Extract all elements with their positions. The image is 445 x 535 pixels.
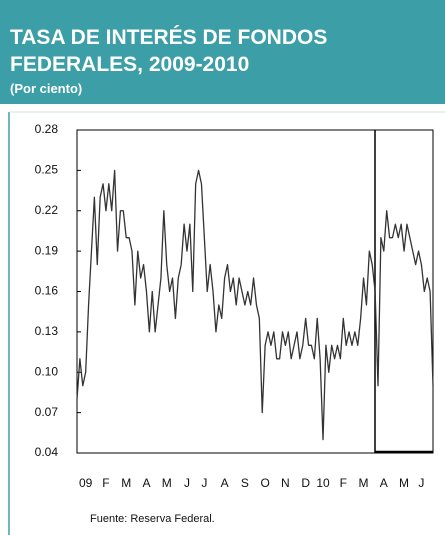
source-note: Fuente: Reserva Federal.	[90, 513, 215, 525]
y-tick-label: 0.16	[35, 284, 59, 298]
header: TASA DE INTERÉS DE FONDOS FEDERALES, 200…	[0, 0, 445, 104]
chart-title: TASA DE INTERÉS DE FONDOS FEDERALES, 200…	[10, 26, 328, 76]
x-tick-label: D	[301, 476, 310, 490]
chart-subtitle: (Por ciento)	[10, 81, 83, 96]
x-tick-label: N	[281, 476, 290, 490]
x-tick-label: S	[241, 476, 249, 490]
x-tick-label: A	[380, 476, 388, 490]
y-tick-label: 0.10	[35, 364, 59, 378]
y-tick-label: 0.04	[35, 445, 59, 459]
y-tick-label: 0.28	[35, 122, 59, 136]
x-tick-label: 10	[316, 476, 330, 490]
x-tick-label: F	[102, 476, 109, 490]
x-tick-label: O	[260, 476, 269, 490]
x-tick-label: 09	[79, 476, 93, 490]
x-tick-label: F	[340, 476, 347, 490]
x-tick-label: J	[418, 476, 424, 490]
y-tick-label: 0.19	[35, 243, 59, 257]
x-tick-label: M	[121, 476, 131, 490]
x-tick-label: J	[201, 476, 207, 490]
x-tick-label: M	[359, 476, 369, 490]
y-tick-label: 0.07	[35, 405, 59, 419]
x-tick-label: M	[162, 476, 172, 490]
x-tick-label: M	[399, 476, 409, 490]
y-tick-label: 0.22	[35, 203, 59, 217]
y-tick-label: 0.13	[35, 324, 59, 338]
data-line	[76, 169, 434, 441]
x-tick-label: A	[221, 476, 229, 490]
y-tick-label: 0.25	[35, 163, 59, 177]
x-tick-label: A	[142, 476, 150, 490]
x-tick-label: J	[184, 476, 190, 490]
